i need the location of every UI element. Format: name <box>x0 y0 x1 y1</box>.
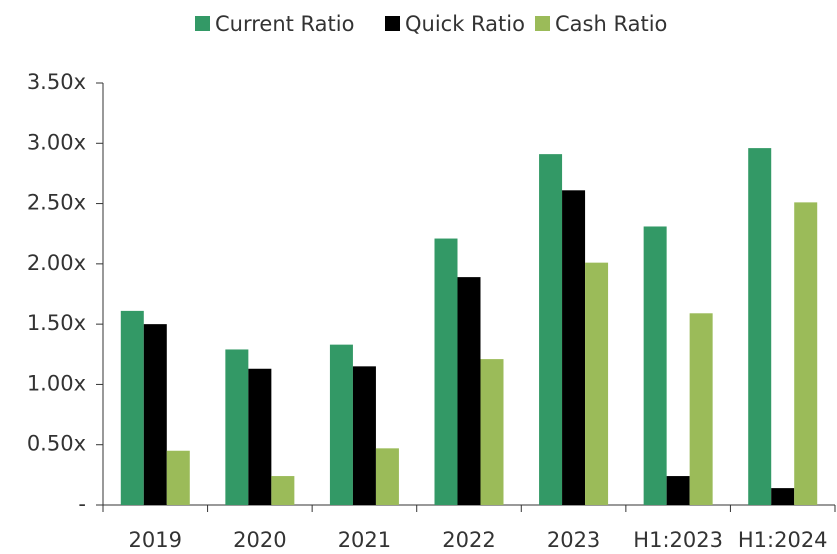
bar <box>225 349 249 505</box>
y-tick-label: - <box>78 492 86 516</box>
bar <box>248 368 272 505</box>
legend-swatch <box>195 16 210 31</box>
y-tick-label: 1.50x <box>27 311 86 335</box>
x-tick-label: 2020 <box>233 528 286 552</box>
bar <box>329 344 353 505</box>
legend-label: Current Ratio <box>215 12 354 36</box>
bar <box>143 324 167 505</box>
legend-swatch <box>535 16 550 31</box>
bar <box>562 190 586 505</box>
bar <box>539 154 563 505</box>
x-tick-label: 2021 <box>338 528 391 552</box>
x-tick-label: 2019 <box>129 528 182 552</box>
y-tick-label: 2.00x <box>27 251 86 275</box>
bar <box>666 476 690 505</box>
y-tick-label: 3.50x <box>27 70 86 94</box>
x-tick-label: H1:2023 <box>633 528 723 552</box>
y-tick-label: 1.00x <box>27 371 86 395</box>
legend-swatch <box>385 16 400 31</box>
x-tick-label: 2022 <box>442 528 495 552</box>
bar <box>375 448 399 505</box>
legend-label: Cash Ratio <box>555 12 667 36</box>
bar <box>352 366 376 505</box>
bar <box>771 488 795 505</box>
bar <box>748 148 772 505</box>
bar <box>457 277 481 505</box>
x-tick-label: H1:2024 <box>738 528 828 552</box>
y-tick-label: 2.50x <box>27 191 86 215</box>
bar <box>689 313 713 505</box>
bar <box>120 310 144 505</box>
bar <box>794 202 818 505</box>
bar <box>434 238 458 505</box>
y-tick-label: 0.50x <box>27 432 86 456</box>
bar <box>166 450 190 505</box>
bar <box>480 359 504 505</box>
x-tick-label: 2023 <box>547 528 600 552</box>
bar <box>271 476 295 505</box>
legend-label: Quick Ratio <box>405 12 525 36</box>
bar <box>585 262 609 505</box>
bar <box>643 226 667 506</box>
y-tick-label: 3.00x <box>27 130 86 154</box>
